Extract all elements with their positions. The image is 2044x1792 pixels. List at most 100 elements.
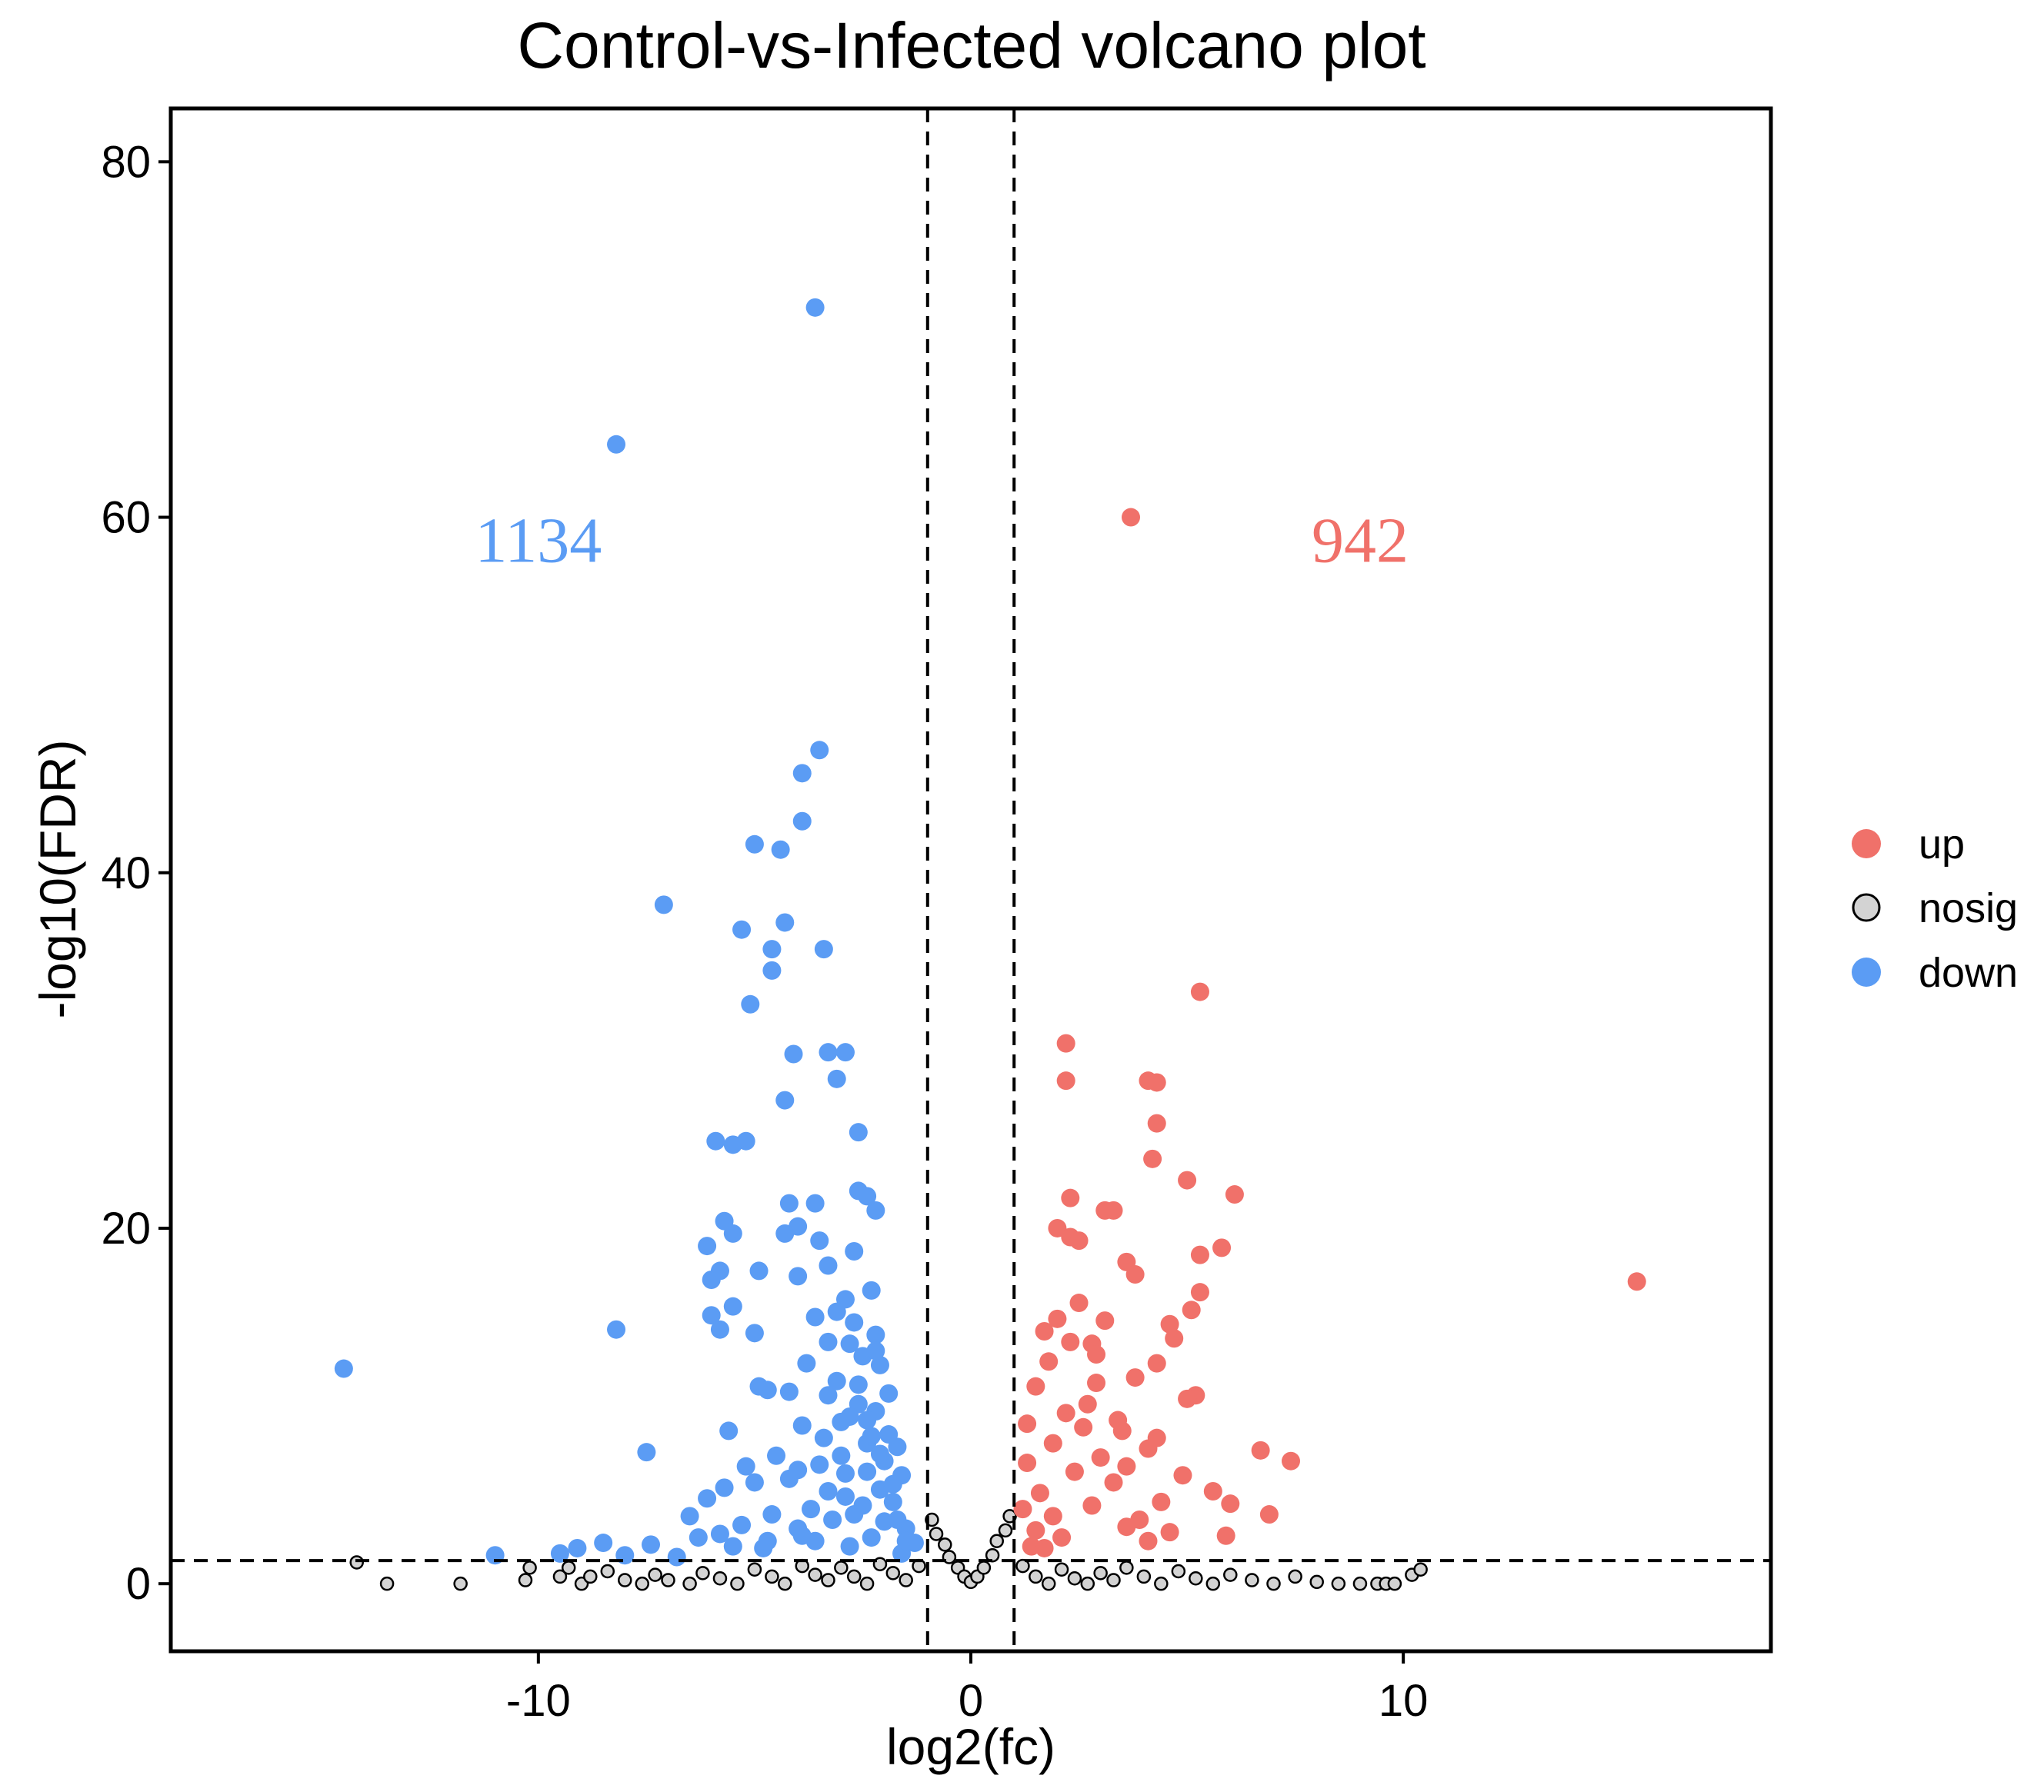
point-nosig xyxy=(899,1573,913,1587)
point-down xyxy=(862,1427,881,1446)
point-nosig xyxy=(712,1570,728,1586)
point-down xyxy=(771,840,790,859)
point-nosig xyxy=(730,1576,745,1591)
legend-swatch-down xyxy=(1852,958,1881,987)
point-down xyxy=(858,1462,877,1481)
point-up xyxy=(1048,1309,1067,1328)
point-up xyxy=(1074,1417,1093,1437)
point-up xyxy=(1026,1521,1045,1540)
y-axis: 0 20 40 60 80 xyxy=(101,137,171,1609)
point-up xyxy=(1173,1466,1192,1485)
point-down xyxy=(698,1489,717,1508)
x-tick-label-minus-10: -10 xyxy=(506,1676,571,1726)
point-nosig xyxy=(635,1576,650,1591)
point-down xyxy=(866,1201,885,1220)
x-tick-label-10: 10 xyxy=(1379,1676,1429,1726)
down-count-annotation: 1134 xyxy=(475,505,602,576)
point-down xyxy=(879,1384,899,1403)
point-down xyxy=(710,1320,729,1339)
point-down xyxy=(835,1487,855,1506)
point-nosig xyxy=(522,1561,537,1575)
chart-title: Control-vs-Infected volcano plot xyxy=(517,9,1425,82)
point-down xyxy=(723,1297,742,1316)
point-nosig xyxy=(552,1569,568,1584)
legend-label-nosig: nosig xyxy=(1919,885,2018,931)
legend-label-down: down xyxy=(1919,950,2018,996)
point-down xyxy=(680,1507,699,1526)
point-nosig xyxy=(1245,1573,1259,1587)
point-down xyxy=(832,1412,851,1431)
point-down xyxy=(823,1510,842,1529)
point-down xyxy=(767,1446,786,1465)
point-down xyxy=(637,1443,656,1462)
point-up xyxy=(1130,1510,1149,1529)
point-up xyxy=(1112,1421,1132,1441)
point-down xyxy=(814,1428,833,1447)
point-down xyxy=(654,895,673,914)
point-up xyxy=(1203,1482,1222,1501)
point-up xyxy=(1026,1377,1045,1396)
legend-swatch-nosig xyxy=(1852,893,1881,922)
point-up xyxy=(1152,1492,1171,1511)
point-nosig xyxy=(1205,1576,1221,1591)
point-down xyxy=(784,1044,803,1064)
point-down xyxy=(862,1281,881,1300)
point-nosig xyxy=(518,1573,533,1587)
point-down xyxy=(805,1307,825,1327)
point-nosig xyxy=(929,1527,944,1541)
point-down xyxy=(745,1473,764,1492)
y-tick-label-20: 20 xyxy=(101,1204,151,1254)
point-nosig xyxy=(695,1566,710,1580)
point-down xyxy=(827,1371,846,1391)
point-down xyxy=(689,1528,708,1547)
point-down xyxy=(607,435,626,454)
point-down xyxy=(827,1302,846,1321)
point-nosig xyxy=(1309,1574,1324,1590)
point-nosig xyxy=(938,1537,952,1552)
point-down xyxy=(792,1416,812,1435)
point-up xyxy=(1212,1238,1232,1257)
point-down xyxy=(745,834,764,854)
point-down xyxy=(789,1461,808,1480)
point-up xyxy=(1190,1245,1209,1264)
point-down xyxy=(715,1478,734,1497)
point-down xyxy=(819,1332,838,1351)
point-up xyxy=(1069,1294,1089,1313)
up-count-annotation: 942 xyxy=(1312,505,1409,576)
y-tick-label-80: 80 xyxy=(101,137,151,187)
point-down xyxy=(762,1505,782,1524)
plot-panel xyxy=(168,106,1773,1654)
point-down xyxy=(736,1131,755,1151)
y-tick-label-40: 40 xyxy=(101,848,151,898)
point-down xyxy=(870,1444,889,1464)
point-nosig xyxy=(1331,1576,1346,1591)
point-nosig xyxy=(1106,1573,1121,1587)
point-down xyxy=(334,1359,353,1378)
point-nosig xyxy=(1352,1576,1368,1591)
point-nosig xyxy=(998,1523,1013,1538)
point-up xyxy=(1178,1171,1197,1190)
point-nosig xyxy=(661,1573,675,1587)
point-up xyxy=(1190,982,1209,1001)
legend: up nosig down xyxy=(1852,821,2018,996)
point-up xyxy=(1056,1071,1075,1091)
point-down xyxy=(802,1500,820,1519)
point-up xyxy=(1043,1507,1062,1526)
point-down xyxy=(775,1224,795,1243)
point-down xyxy=(888,1510,907,1529)
point-down xyxy=(866,1325,885,1344)
point-up xyxy=(1160,1523,1179,1542)
point-nosig xyxy=(561,1561,576,1575)
point-nosig xyxy=(985,1547,1000,1563)
point-up xyxy=(1251,1441,1270,1460)
point-down xyxy=(849,1375,868,1394)
point-nosig xyxy=(1189,1570,1203,1586)
point-up xyxy=(1190,1283,1209,1302)
point-nosig xyxy=(778,1576,792,1591)
point-down xyxy=(732,920,752,939)
y-tick-label-60: 60 xyxy=(101,493,151,543)
x-axis: -10 0 10 xyxy=(506,1651,1428,1726)
point-down xyxy=(723,1537,742,1556)
point-down xyxy=(819,1256,838,1275)
